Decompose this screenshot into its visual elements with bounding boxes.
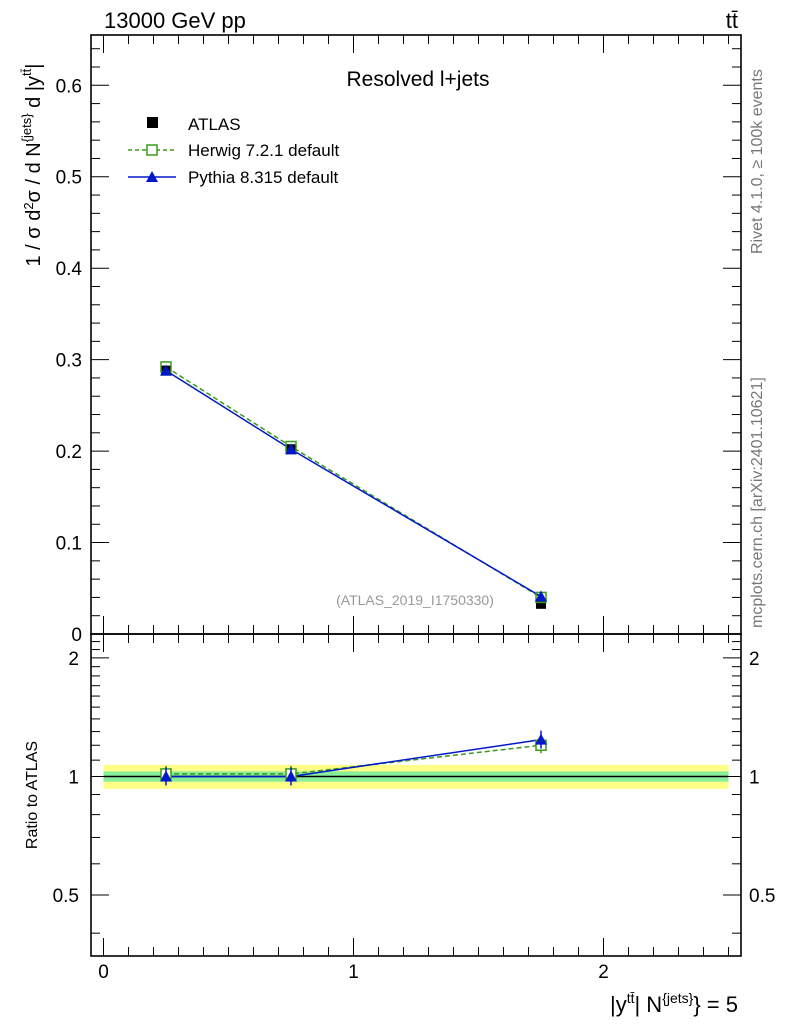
main-y-tick-label: 0.3	[56, 351, 82, 372]
pythia-ratio-point	[535, 733, 547, 745]
legend-herwig-marker	[146, 144, 158, 156]
ratio-panel-frame	[90, 633, 742, 957]
ratio-x-tick-label: 1	[348, 962, 359, 983]
ratio-y-tick-label-right: 2	[749, 649, 760, 670]
pythia-point	[285, 443, 297, 455]
ratio-y-tick-label-right: 0.5	[749, 886, 775, 907]
legend-atlas-label: ATLAS	[188, 115, 241, 134]
ratio-y-axis-label: Ratio to ATLAS	[24, 741, 41, 849]
ratio-x-tick-label: 0	[98, 962, 109, 983]
legend-pythia-label: Pythia 8.315 default	[188, 168, 339, 187]
rivet-version-label: Rivet 4.1.0, ≥ 100k events	[749, 69, 766, 254]
analysis-id-label: (ATLAS_2019_I1750330)	[336, 592, 494, 608]
main-y-tick-label: 0.5	[56, 168, 82, 189]
ratio-y-tick-label-right: 1	[749, 767, 760, 788]
main-series-group	[160, 361, 547, 609]
legend-pythia-marker	[146, 171, 158, 182]
ratio-x-axis: 0 1 2	[98, 634, 729, 983]
main-x-axis	[103, 35, 729, 634]
process-label: tt̄	[726, 8, 738, 33]
main-y-tick-label: 0.1	[56, 534, 82, 555]
mcplots-label: mcplots.cern.ch [arXiv:2401.10621]	[749, 377, 766, 628]
energy-label: 13000 GeV pp	[104, 8, 246, 33]
ratio-y-tick-label: 0.5	[53, 886, 79, 907]
main-y-tick-label: 0.2	[56, 442, 82, 463]
pythia-point	[160, 364, 172, 376]
main-y-tick-label: 0	[71, 625, 82, 646]
main-y-tick-label: 0.4	[56, 259, 83, 280]
ratio-y-tick-label: 1	[68, 767, 79, 788]
ratio-series-group	[160, 730, 547, 786]
x-axis-label: |ytt̄| N{jets}} = 5	[610, 990, 738, 1017]
ratio-y-axis: 0.5 0.5 1 1 2 2	[53, 641, 775, 934]
legend: ATLAS Herwig 7.2.1 default Pythia 8.315 …	[128, 115, 339, 187]
chart-title: Resolved l+jets	[347, 68, 490, 91]
legend-atlas-marker	[147, 117, 158, 128]
atlas-point	[536, 598, 546, 609]
ratio-y-tick-label: 2	[68, 649, 79, 670]
pythia-point	[535, 590, 547, 602]
legend-herwig-label: Herwig 7.2.1 default	[188, 141, 339, 160]
main-y-tick-label: 0.6	[56, 76, 82, 97]
pythia-ratio-point	[160, 770, 172, 782]
ratio-x-tick-label: 2	[598, 962, 609, 983]
pythia-ratio-point	[285, 770, 297, 782]
main-y-axis: 0 0.1 0.2 0.3 0.4 0.5 0.6	[56, 48, 741, 646]
main-y-axis-label: 1 / σ d2σ / d N{jets} d |ytt̄|	[19, 64, 45, 267]
